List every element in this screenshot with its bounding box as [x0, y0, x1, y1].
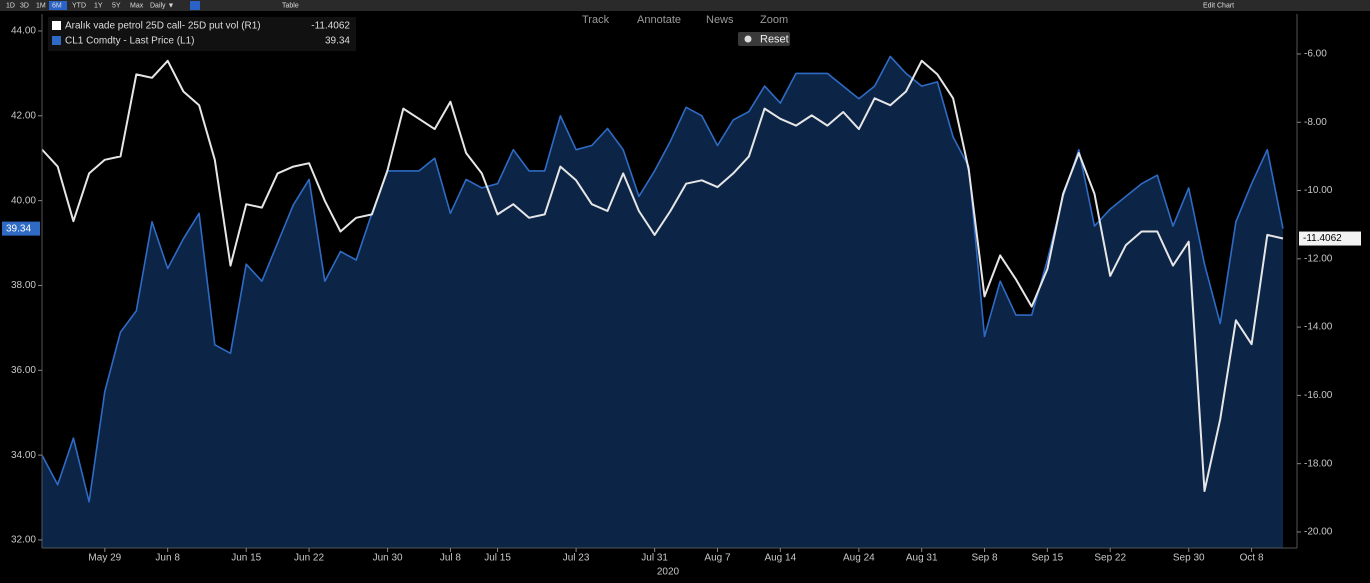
- x-tick-label: Aug 31: [906, 553, 938, 564]
- x-tick-label: Aug 24: [843, 553, 875, 564]
- y2-tick-label: -8.00: [1304, 117, 1327, 128]
- x-tick-label: Jun 22: [294, 553, 324, 564]
- last-value-label: -11.4062: [1303, 233, 1342, 244]
- toolbar-tool[interactable]: Annotate: [637, 14, 681, 26]
- y2-tick-label: -12.00: [1304, 253, 1333, 264]
- x-tick-label: Sep 8: [971, 553, 998, 564]
- x-tick-label: May 29: [88, 553, 121, 564]
- legend-value: 39.34: [325, 36, 350, 47]
- toolbar-button[interactable]: Max: [130, 2, 144, 9]
- toolbar-button[interactable]: YTD: [72, 2, 86, 9]
- y-tick-label: 34.00: [11, 450, 36, 461]
- x-tick-label: Jul 8: [440, 553, 462, 564]
- toolbar-button[interactable]: Table: [282, 2, 299, 9]
- last-value-label: 39.34: [6, 223, 31, 234]
- last-value-tag: [2, 221, 40, 236]
- line: [41, 59, 1284, 492]
- y-tick-label: 42.00: [11, 110, 36, 121]
- reset-button[interactable]: Reset: [760, 33, 789, 45]
- x-tick-label: Sep 30: [1173, 553, 1205, 564]
- x-tick-label: Oct 8: [1240, 553, 1264, 564]
- legend-label: CL1 Comdty - Last Price (L1): [65, 36, 195, 47]
- x-tick-label: Jun 15: [231, 553, 261, 564]
- y2-tick-label: -6.00: [1304, 49, 1327, 60]
- toolbar-tool[interactable]: Zoom: [760, 14, 788, 26]
- legend-swatch: [52, 21, 61, 30]
- legend-value: -11.4062: [311, 21, 350, 32]
- y-tick-label: 38.00: [11, 280, 36, 291]
- last-value-tag: [1299, 231, 1361, 246]
- y-tick-label: 36.00: [11, 365, 36, 376]
- reset-button-bg[interactable]: [738, 32, 790, 46]
- y2-tick-label: -18.00: [1304, 458, 1333, 469]
- y2-tick-label: -20.00: [1304, 527, 1333, 538]
- toolbar-button[interactable]: 1M: [36, 2, 46, 9]
- x-tick-label: Aug 14: [764, 553, 796, 564]
- x-tick-label: Jun 30: [373, 553, 403, 564]
- x-tick-label: Aug 7: [704, 553, 731, 564]
- x-tick-label: Sep 22: [1094, 553, 1126, 564]
- toolbar-strip: [0, 0, 1370, 11]
- edit-chart[interactable]: Edit Chart: [1203, 2, 1234, 9]
- legend-box: [48, 17, 356, 51]
- area: [42, 56, 1283, 549]
- y-tick-label: 32.00: [11, 535, 36, 546]
- legend-swatch: [52, 36, 61, 45]
- toolbar-button[interactable]: 6M: [52, 2, 62, 9]
- toolbar-button[interactable]: Daily ▼: [150, 2, 174, 9]
- button-highlight: [190, 1, 200, 10]
- y2-tick-label: -14.00: [1304, 322, 1333, 333]
- toolbar-button[interactable]: 5Y: [112, 2, 121, 9]
- toolbar-tool[interactable]: News: [706, 14, 734, 26]
- x-tick-label: Jul 15: [484, 553, 511, 564]
- x-tick-label: Sep 15: [1032, 553, 1064, 564]
- toolbar-button[interactable]: 3D: [20, 2, 29, 9]
- x-axis-label: 2020: [657, 567, 680, 578]
- y2-tick-label: -10.00: [1304, 185, 1333, 196]
- plot: [41, 55, 1284, 549]
- toolbar-tool[interactable]: Track: [582, 14, 610, 26]
- x-tick-label: Jun 8: [155, 553, 180, 564]
- button-highlight: [49, 1, 67, 10]
- y-tick-label: 40.00: [11, 195, 36, 206]
- reset-icon: [744, 35, 752, 43]
- toolbar-button[interactable]: 1Y: [94, 2, 103, 9]
- x-tick-label: Jul 23: [563, 553, 590, 564]
- legend-label: Aralık vade petrol 25D call- 25D put vol…: [65, 21, 261, 32]
- y2-tick-label: -16.00: [1304, 390, 1333, 401]
- x-tick-label: Jul 31: [641, 553, 668, 564]
- y-tick-label: 44.00: [11, 26, 36, 37]
- toolbar-button[interactable]: 1D: [6, 2, 15, 9]
